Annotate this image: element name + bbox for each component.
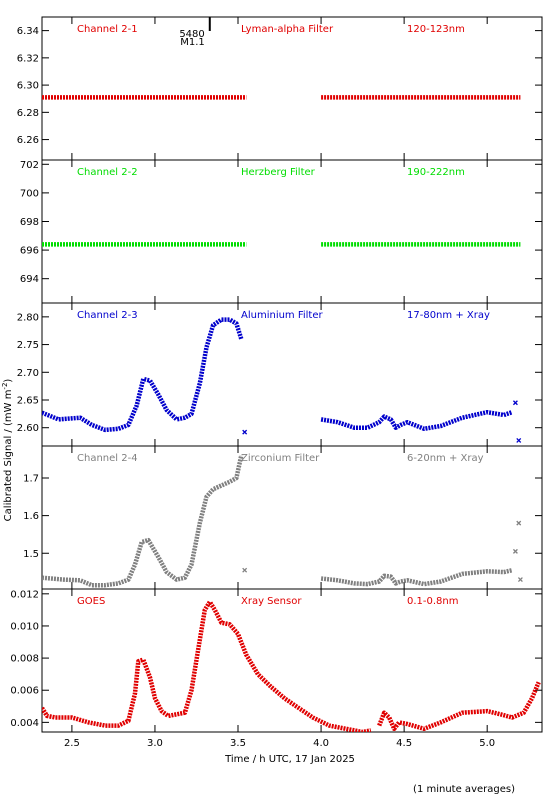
panel-frame-p5 <box>41 588 543 733</box>
y-tick-label-p5-4: 0.012 <box>10 589 39 600</box>
y-tick-label-p4-2: 1.7 <box>23 473 39 484</box>
panel-label-p4-0: Channel 2-4 <box>77 453 138 464</box>
panel-label-p5-1: Xray Sensor <box>241 596 302 607</box>
y-tick-label-p2-4: 702 <box>20 160 39 171</box>
panel-p5: 0.004 0.006 0.008 0.010 0.012 GOES Xray Sensor… <box>10 588 543 733</box>
y-tick-label-p2-3: 700 <box>20 188 39 199</box>
y-tick-label-p5-1: 0.006 <box>10 686 39 697</box>
y-tick-label-p2-2: 698 <box>20 217 39 228</box>
series-group-p5 <box>42 599 541 732</box>
y-tick-label-p1-1: 6.28 <box>17 108 39 119</box>
y-axis-title: Calibrated Signal / (mW m-2) <box>1 379 14 522</box>
panel-label-p5-0: GOES <box>77 596 105 607</box>
y-tick-label-p2-0: 694 <box>20 274 39 285</box>
y-tick-label-p5-3: 0.010 <box>10 621 39 632</box>
y-tick-label-p3-0: 2.60 <box>17 423 39 434</box>
y-tick-label-p1-2: 6.30 <box>17 81 39 92</box>
x-tick-label-5: 5.0 <box>479 738 495 749</box>
y-tick-label-p1-4: 6.34 <box>17 26 39 37</box>
x-axis: 2.5 3.0 3.5 4.0 4.5 5.0 <box>64 738 495 749</box>
series-point-p4-4 <box>516 520 522 526</box>
y-tick-label-p1-3: 6.32 <box>17 53 39 64</box>
series-line-p4-2 <box>320 568 513 587</box>
y-tick-label-p3-2: 2.70 <box>17 368 39 379</box>
panel-p1: 6.26 6.28 6.30 6.32 6.34 Channel 2-1 Lyman-alp… <box>17 16 543 161</box>
panels-group: 6.26 6.28 6.30 6.32 6.34 Channel 2-1 Lyman-alp… <box>10 16 543 733</box>
panel-label-p2-1: Herzberg Filter <box>241 167 316 178</box>
y-axis-title-end: ) <box>3 379 14 383</box>
flare-marker: 5480 M1.1 <box>179 17 211 48</box>
x-axis-title: Time / h UTC, 17 Jan 2025 <box>224 754 355 765</box>
panel-label-p2-0: Channel 2-2 <box>77 167 138 178</box>
x-tick-label-3: 4.0 <box>313 738 329 749</box>
panel-label-p5-2: 0.1-0.8nm <box>407 596 459 607</box>
flare-class: M1.1 <box>180 37 205 48</box>
panel-label-p3-2: 17-80nm + Xray <box>407 310 490 321</box>
panel-p2: 694 696 698 700 702 Channel 2-2 Herzberg Filte… <box>20 159 543 304</box>
flare-number: 5480 <box>179 29 204 40</box>
panel-label-p3-1: Aluminium Filter <box>241 310 324 321</box>
series-group-p4 <box>42 454 523 588</box>
series-point-p3-3 <box>512 400 518 406</box>
y-tick-label-p5-0: 0.004 <box>10 718 39 729</box>
series-group-p3 <box>42 317 522 443</box>
series-line-p3-0 <box>42 317 244 433</box>
y-tick-label-p1-0: 6.26 <box>17 135 39 146</box>
y-tick-label-p4-0: 1.5 <box>23 549 39 560</box>
y-axis-title-sup: -2 <box>1 383 9 390</box>
y-tick-label-p3-3: 2.75 <box>17 340 39 351</box>
series-point-p4-5 <box>517 577 523 583</box>
y-tick-label-p2-1: 696 <box>20 246 39 257</box>
y-axis-title-main: Calibrated Signal / (mW m <box>3 390 14 522</box>
series-line-p5-0 <box>42 599 372 732</box>
x-tick-label-4: 4.5 <box>396 738 412 749</box>
y-tick-label-p3-1: 2.65 <box>17 395 39 406</box>
series-line-p5-1 <box>377 681 541 732</box>
panel-frame-p3 <box>41 302 543 447</box>
y-tick-label-p4-1: 1.6 <box>23 511 39 522</box>
series-point-p3-1 <box>242 429 248 435</box>
x-tick-label-1: 3.0 <box>147 738 163 749</box>
x-tick-label-0: 2.5 <box>64 738 80 749</box>
panel-label-p1-0: Channel 2-1 <box>77 24 138 35</box>
panel-p3: 2.60 2.65 2.70 2.75 2.80 Channel 2-3 Aluminium… <box>17 302 543 447</box>
panel-frame-p4 <box>41 445 543 590</box>
y-tick-label-p3-4: 2.80 <box>17 312 39 323</box>
panel-label-p1-1: Lyman-alpha Filter <box>241 24 334 35</box>
panel-label-p4-2: 6-20nm + Xray <box>407 453 484 464</box>
y-tick-label-p5-2: 0.008 <box>10 654 39 665</box>
panel-label-p2-2: 190-222nm <box>407 167 465 178</box>
panel-frame-p2 <box>41 159 543 304</box>
series-line-p4-0 <box>42 454 244 588</box>
panel-label-p4-1: Zirconium Filter <box>241 453 320 464</box>
panel-frame-p1 <box>41 16 543 161</box>
panel-label-p3-0: Channel 2-3 <box>77 310 138 321</box>
series-point-p3-4 <box>516 437 522 443</box>
series-point-p4-1 <box>242 567 248 573</box>
panel-label-p1-2: 120-123nm <box>407 24 465 35</box>
footnote: (1 minute averages) <box>413 784 515 795</box>
series-line-p3-2 <box>320 409 513 432</box>
panel-p4: 1.5 1.6 1.7 Channel 2-4 Zirconium Filter 6-20… <box>23 445 543 590</box>
series-point-p4-3 <box>512 548 518 554</box>
x-tick-label-2: 3.5 <box>230 738 246 749</box>
